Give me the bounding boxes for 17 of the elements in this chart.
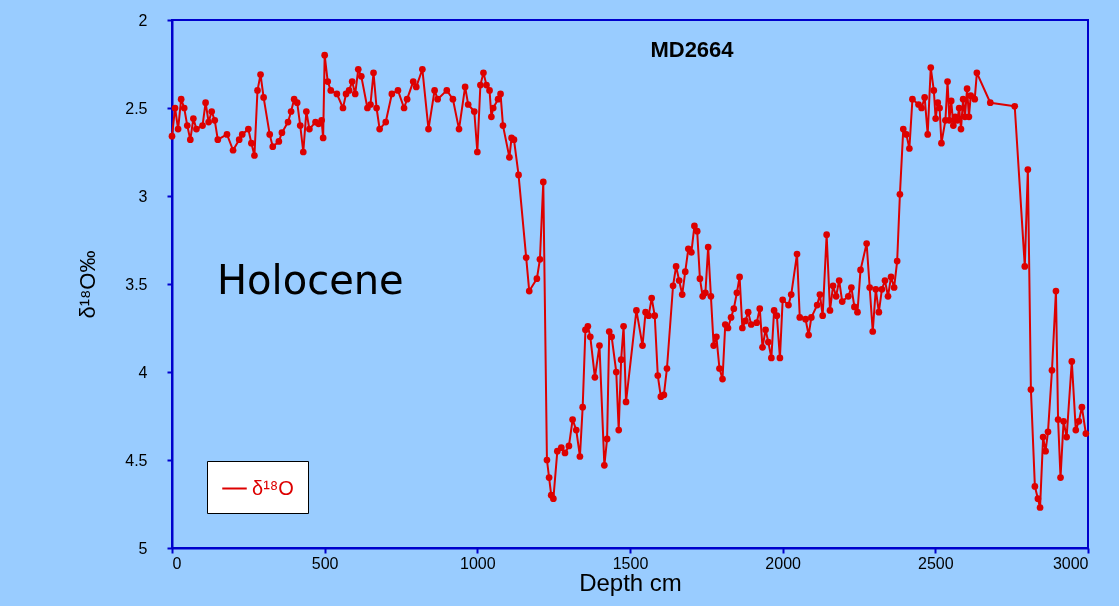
y-tick-label: 4.5 [125,451,148,469]
x-tick-label: 1000 [460,554,496,572]
x-tick-label: 0 [172,554,182,572]
y-tick-label: 2.5 [125,99,148,117]
y-tick-label: 3.5 [125,275,148,293]
x-tick-label: 2000 [765,554,802,572]
y-tick-label: 3 [138,187,148,205]
x-tick-label: 3000 [1052,554,1089,572]
y-tick-label: 2 [138,11,148,29]
x-tick-label: 500 [311,554,339,572]
legend-label: δ¹⁸O [252,476,294,499]
text: MD2664 [650,37,735,62]
annotation: Holocene [217,257,404,303]
y-axis-title: δ¹⁸O‰ [75,250,101,319]
y-tick-label: 4 [138,363,148,381]
x-tick-label: 2500 [918,554,954,572]
y-tick-label: 5 [138,539,148,557]
